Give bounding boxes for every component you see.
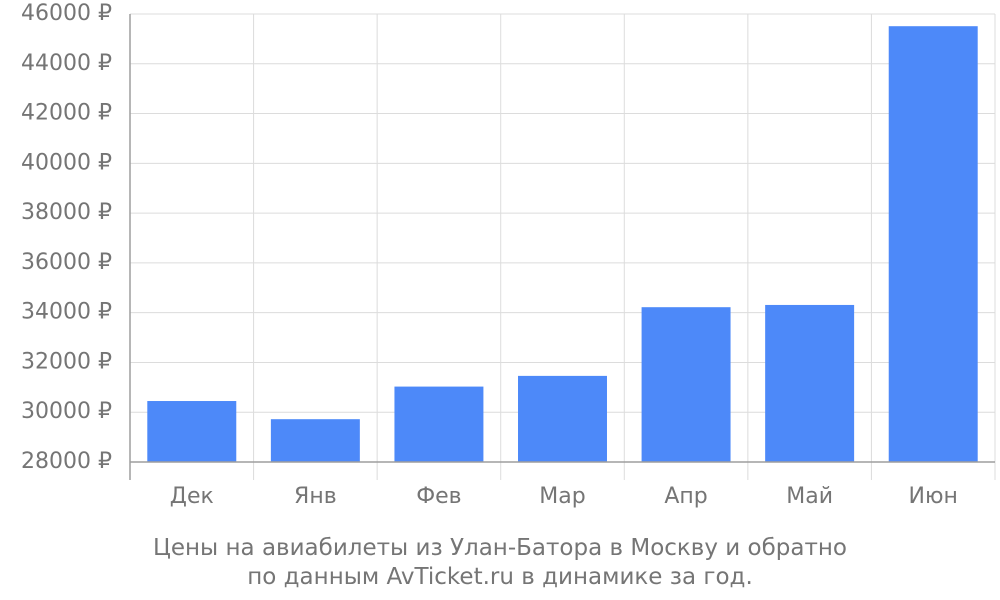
x-tick-label: Май bbox=[786, 484, 833, 509]
y-tick-label: 32000 ₽ bbox=[21, 349, 112, 374]
bar-3 bbox=[394, 386, 484, 462]
y-tick-label: 38000 ₽ bbox=[21, 200, 112, 225]
bars bbox=[147, 26, 978, 462]
x-tick-label: Дек bbox=[170, 484, 214, 509]
y-tick-label: 36000 ₽ bbox=[21, 250, 112, 275]
bar-2 bbox=[270, 419, 360, 462]
x-tick-label: Апр bbox=[664, 484, 707, 509]
y-tick-label: 42000 ₽ bbox=[21, 101, 112, 126]
y-tick-label: 30000 ₽ bbox=[21, 399, 112, 424]
y-tick-label: 28000 ₽ bbox=[21, 449, 112, 474]
bar-6 bbox=[765, 304, 855, 462]
axes bbox=[129, 14, 995, 480]
bar-5 bbox=[641, 307, 731, 462]
x-axis-labels: Дек Янв Фев Мар Апр Май Июн bbox=[170, 484, 958, 509]
x-tick-label: Июн bbox=[909, 484, 958, 509]
bar-1 bbox=[147, 401, 237, 462]
chart-caption-line-1: Цены на авиабилеты из Улан-Батора в Моск… bbox=[153, 535, 847, 561]
y-axis-labels: 28000 ₽ 30000 ₽ 32000 ₽ 34000 ₽ 36000 ₽ 38000… bbox=[21, 1, 112, 474]
x-tick-label: Фев bbox=[416, 484, 461, 509]
y-tick-label: 34000 ₽ bbox=[21, 300, 112, 325]
x-tick-label: Мар bbox=[539, 484, 585, 509]
y-tick-label: 40000 ₽ bbox=[21, 150, 112, 175]
y-tick-label: 44000 ₽ bbox=[21, 51, 112, 76]
chart-caption-line-2: по данным AvTicket.ru в динамике за год. bbox=[247, 564, 753, 590]
x-tick-label: Янв bbox=[294, 484, 337, 509]
bar-7 bbox=[888, 26, 978, 462]
bar-4 bbox=[518, 375, 607, 462]
y-tick-label: 46000 ₽ bbox=[21, 1, 112, 26]
